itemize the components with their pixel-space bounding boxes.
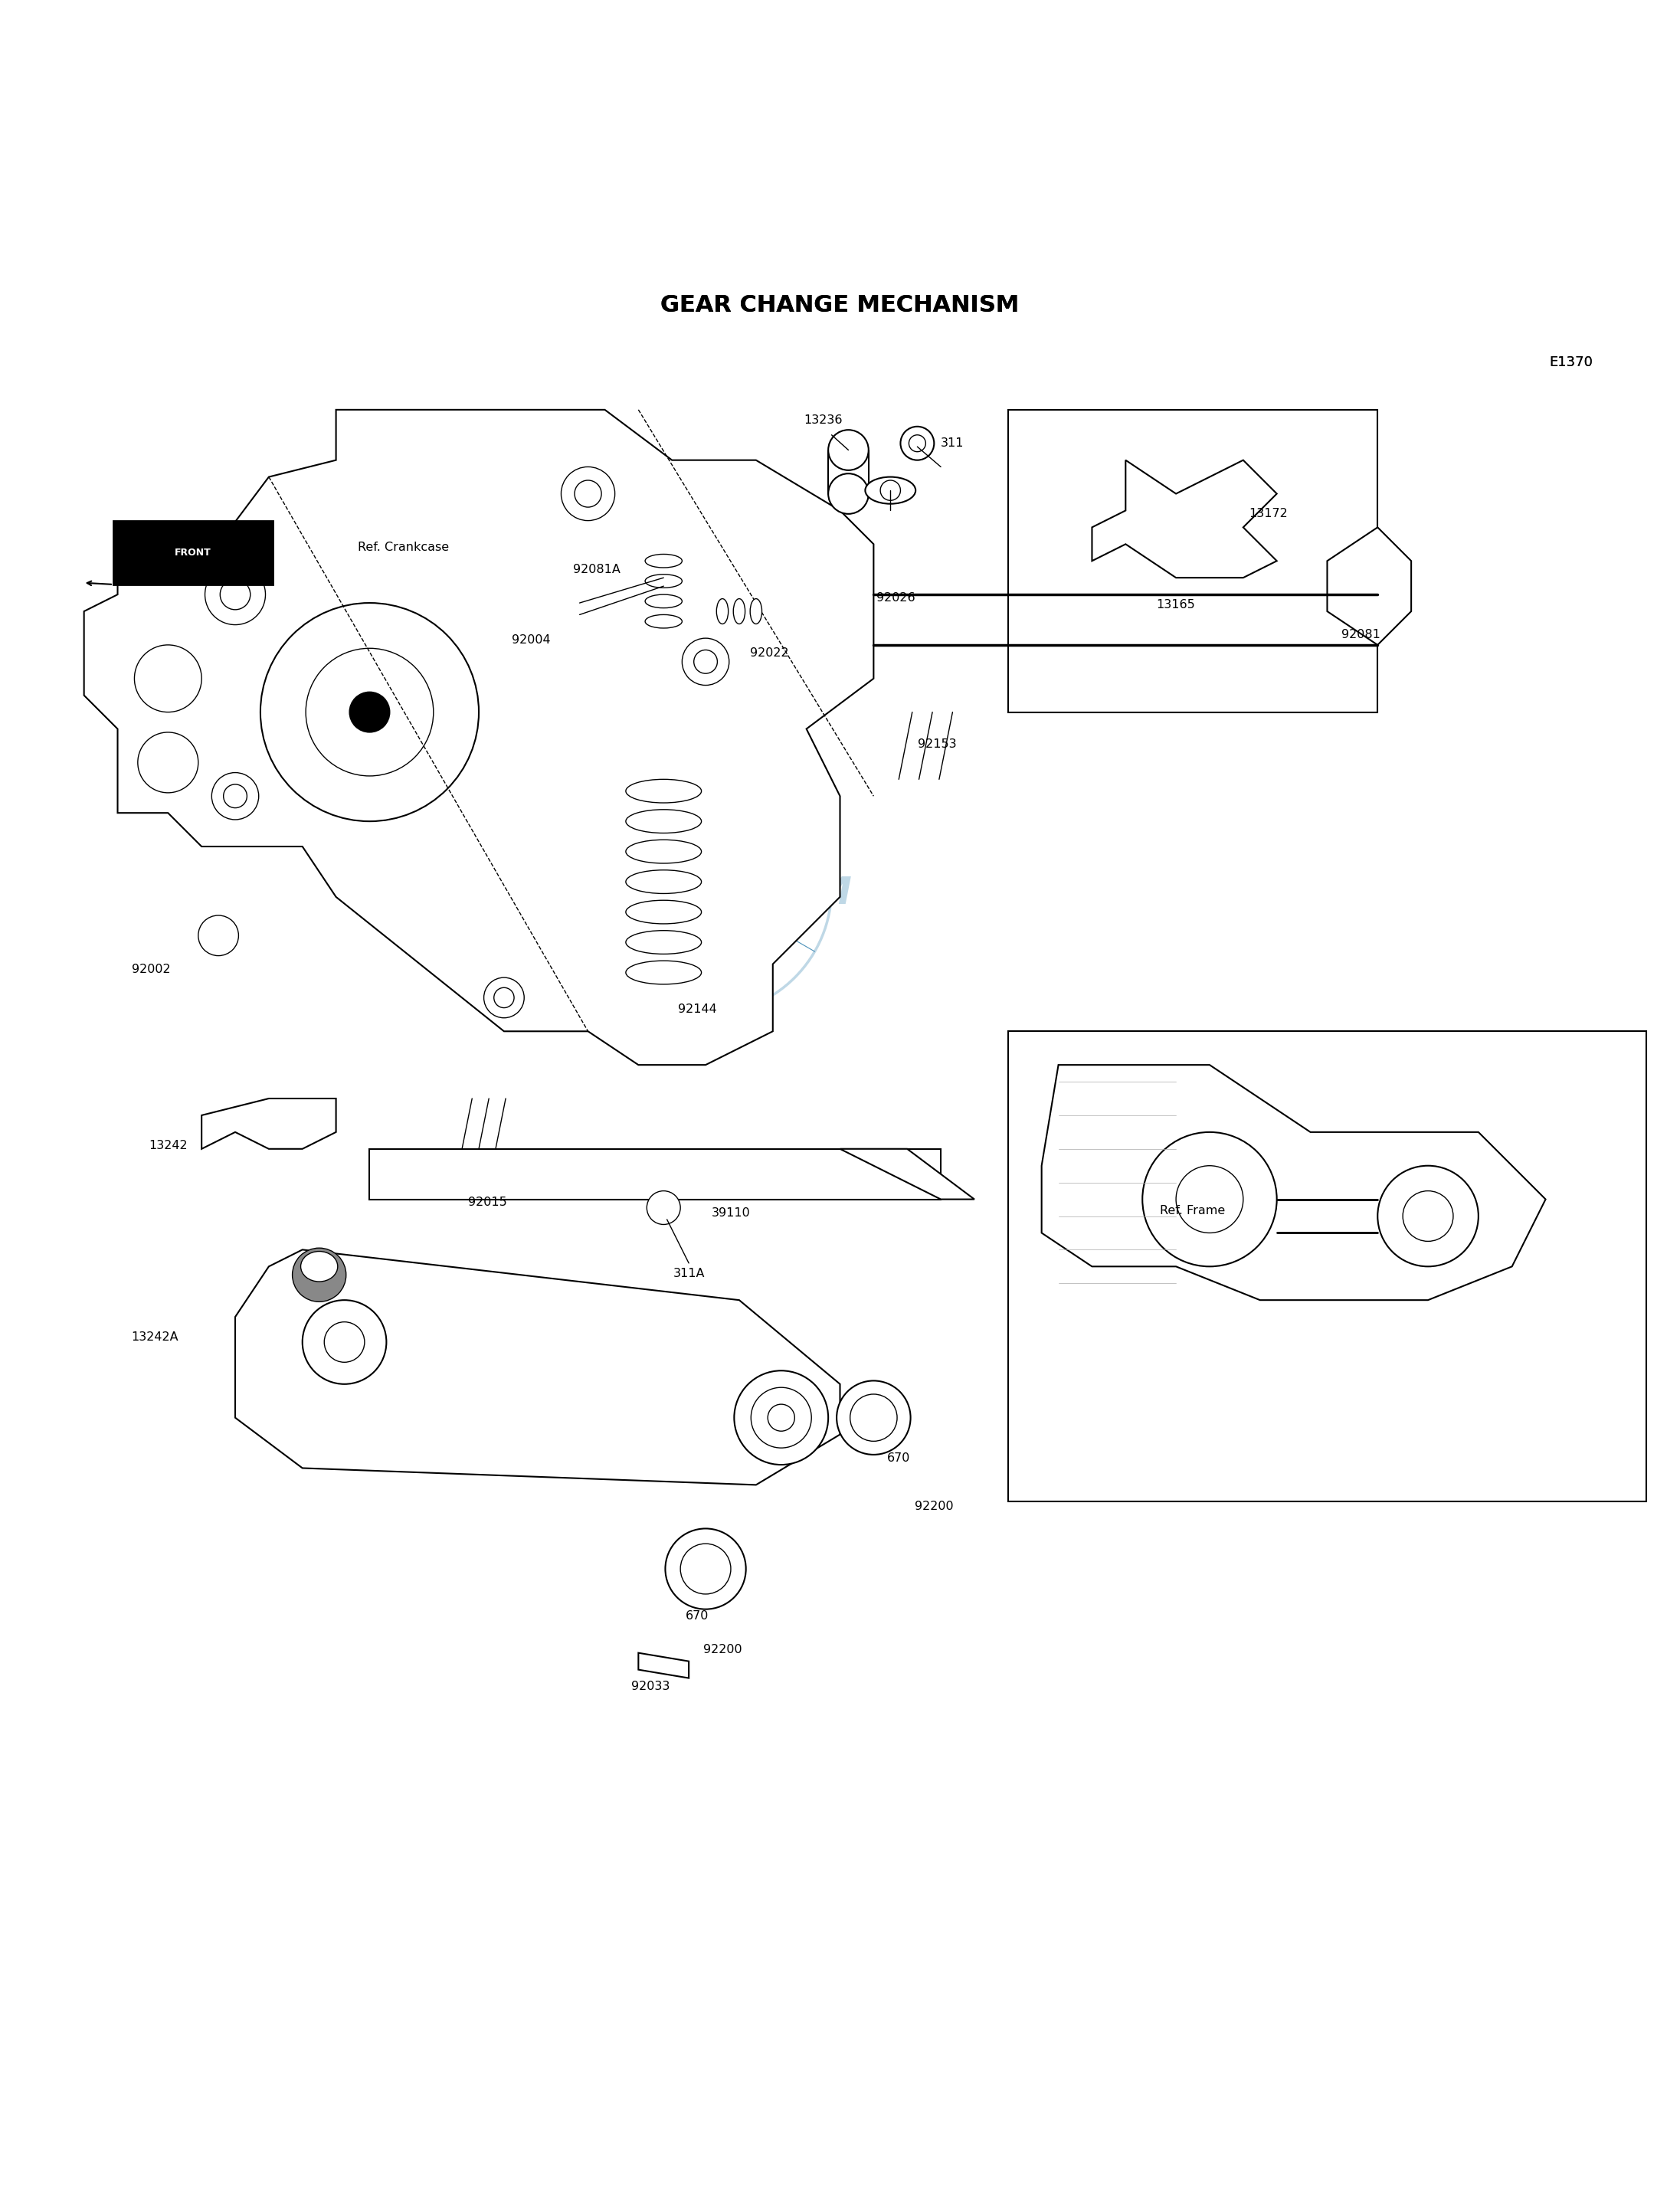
Ellipse shape (865, 477, 916, 503)
Text: GEM: GEM (756, 874, 852, 912)
Text: MOTORPARTS: MOTORPARTS (652, 927, 759, 940)
Text: 92033: 92033 (632, 1681, 669, 1692)
Text: 92022: 92022 (749, 648, 790, 659)
Ellipse shape (301, 1252, 338, 1281)
Circle shape (682, 637, 729, 685)
Circle shape (198, 916, 239, 956)
Circle shape (694, 650, 717, 674)
Bar (114, 521, 272, 584)
Text: 13172: 13172 (1248, 508, 1289, 521)
Text: 92200: 92200 (702, 1643, 743, 1654)
Circle shape (900, 426, 934, 459)
Ellipse shape (645, 615, 682, 628)
Polygon shape (202, 1098, 336, 1149)
Circle shape (647, 1191, 680, 1224)
Circle shape (292, 1248, 346, 1303)
Text: 13236: 13236 (803, 413, 843, 426)
Text: FRONT: FRONT (175, 547, 212, 558)
Text: 13242: 13242 (148, 1140, 188, 1151)
Circle shape (837, 1380, 911, 1454)
Circle shape (324, 1323, 365, 1362)
Circle shape (880, 481, 900, 501)
Ellipse shape (625, 960, 702, 984)
Polygon shape (370, 1149, 941, 1200)
Text: 92144: 92144 (677, 1004, 717, 1015)
Circle shape (751, 1389, 811, 1448)
Circle shape (665, 1529, 746, 1608)
Text: 92081: 92081 (1341, 628, 1381, 642)
Polygon shape (1092, 459, 1277, 578)
Text: E1370: E1370 (1549, 356, 1593, 369)
Circle shape (561, 466, 615, 521)
Circle shape (1176, 1167, 1243, 1233)
Ellipse shape (625, 780, 702, 802)
Text: 670: 670 (685, 1610, 709, 1621)
Circle shape (212, 773, 259, 819)
Ellipse shape (716, 600, 729, 624)
Text: 92002: 92002 (131, 964, 171, 975)
Circle shape (828, 431, 869, 470)
Polygon shape (638, 1652, 689, 1679)
Circle shape (220, 580, 250, 609)
Circle shape (1142, 1131, 1277, 1265)
Polygon shape (1042, 1066, 1546, 1301)
Circle shape (484, 978, 524, 1017)
Text: 39110: 39110 (711, 1206, 751, 1219)
Circle shape (205, 565, 265, 624)
Ellipse shape (625, 839, 702, 863)
Circle shape (1403, 1191, 1453, 1241)
Circle shape (223, 784, 247, 808)
Circle shape (680, 1544, 731, 1595)
Ellipse shape (645, 573, 682, 589)
Ellipse shape (625, 932, 702, 953)
Circle shape (260, 602, 479, 822)
Ellipse shape (645, 554, 682, 567)
Ellipse shape (645, 595, 682, 609)
Text: 92026: 92026 (875, 593, 916, 604)
Circle shape (828, 475, 869, 514)
Circle shape (909, 435, 926, 453)
Text: Ref. Crankcase: Ref. Crankcase (358, 543, 449, 554)
Circle shape (734, 1371, 828, 1465)
Circle shape (306, 648, 433, 776)
Polygon shape (1327, 527, 1411, 646)
Text: 92004: 92004 (511, 635, 551, 646)
Ellipse shape (732, 600, 746, 624)
Text: 92015: 92015 (467, 1197, 507, 1208)
Ellipse shape (625, 870, 702, 894)
Text: 670: 670 (887, 1452, 911, 1463)
Text: 13165: 13165 (1156, 600, 1196, 611)
Text: E1370: E1370 (1549, 356, 1593, 369)
Ellipse shape (749, 600, 763, 624)
Polygon shape (840, 1149, 974, 1200)
Circle shape (1378, 1167, 1478, 1265)
Circle shape (575, 481, 601, 508)
Circle shape (768, 1404, 795, 1430)
Circle shape (494, 989, 514, 1008)
Bar (1008, 409, 1378, 712)
Text: 92081A: 92081A (573, 565, 620, 576)
Circle shape (850, 1395, 897, 1441)
Circle shape (138, 732, 198, 793)
Ellipse shape (625, 808, 702, 833)
Text: 92200: 92200 (914, 1501, 954, 1512)
Text: 92153: 92153 (917, 738, 958, 749)
Text: GEAR CHANGE MECHANISM: GEAR CHANGE MECHANISM (660, 294, 1020, 316)
Text: 13242A: 13242A (131, 1331, 178, 1342)
Polygon shape (235, 1250, 840, 1485)
Text: 311A: 311A (674, 1268, 704, 1279)
Circle shape (302, 1301, 386, 1384)
Text: 311: 311 (941, 437, 964, 448)
Bar (1008, 1030, 1646, 1503)
Text: GEAR CHANGE MECHANISM: GEAR CHANGE MECHANISM (660, 294, 1020, 316)
Circle shape (349, 692, 390, 732)
Polygon shape (84, 409, 874, 1066)
Circle shape (134, 646, 202, 712)
Text: Ref. Frame: Ref. Frame (1161, 1206, 1225, 1217)
Ellipse shape (625, 901, 702, 923)
